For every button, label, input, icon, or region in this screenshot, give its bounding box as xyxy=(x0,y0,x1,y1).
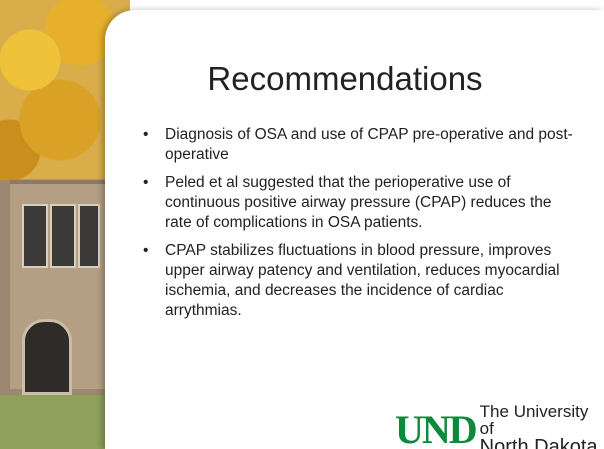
logo-line: The University of xyxy=(480,403,604,437)
logo-text: The University of North Dakota xyxy=(480,403,604,449)
bullet: Peled et al suggested that the periopera… xyxy=(140,173,580,233)
window xyxy=(50,204,76,268)
bullet: Diagnosis of OSA and use of CPAP pre-ope… xyxy=(140,125,580,165)
window xyxy=(78,204,100,268)
page: Recommendations Diagnosis of OSA and use… xyxy=(0,0,604,449)
door xyxy=(22,319,72,395)
window xyxy=(22,204,48,268)
slide-title: Recommendations xyxy=(110,60,580,98)
bullet: CPAP stabilizes fluctuations in blood pr… xyxy=(140,241,580,321)
logo-line: North Dakota xyxy=(480,437,604,449)
building xyxy=(10,180,105,389)
logo-mark: UND xyxy=(395,410,476,449)
slide: Recommendations Diagnosis of OSA and use… xyxy=(0,0,604,449)
logo: UND The University of North Dakota xyxy=(395,403,604,449)
bullet-list: Diagnosis of OSA and use of CPAP pre-ope… xyxy=(140,125,580,329)
